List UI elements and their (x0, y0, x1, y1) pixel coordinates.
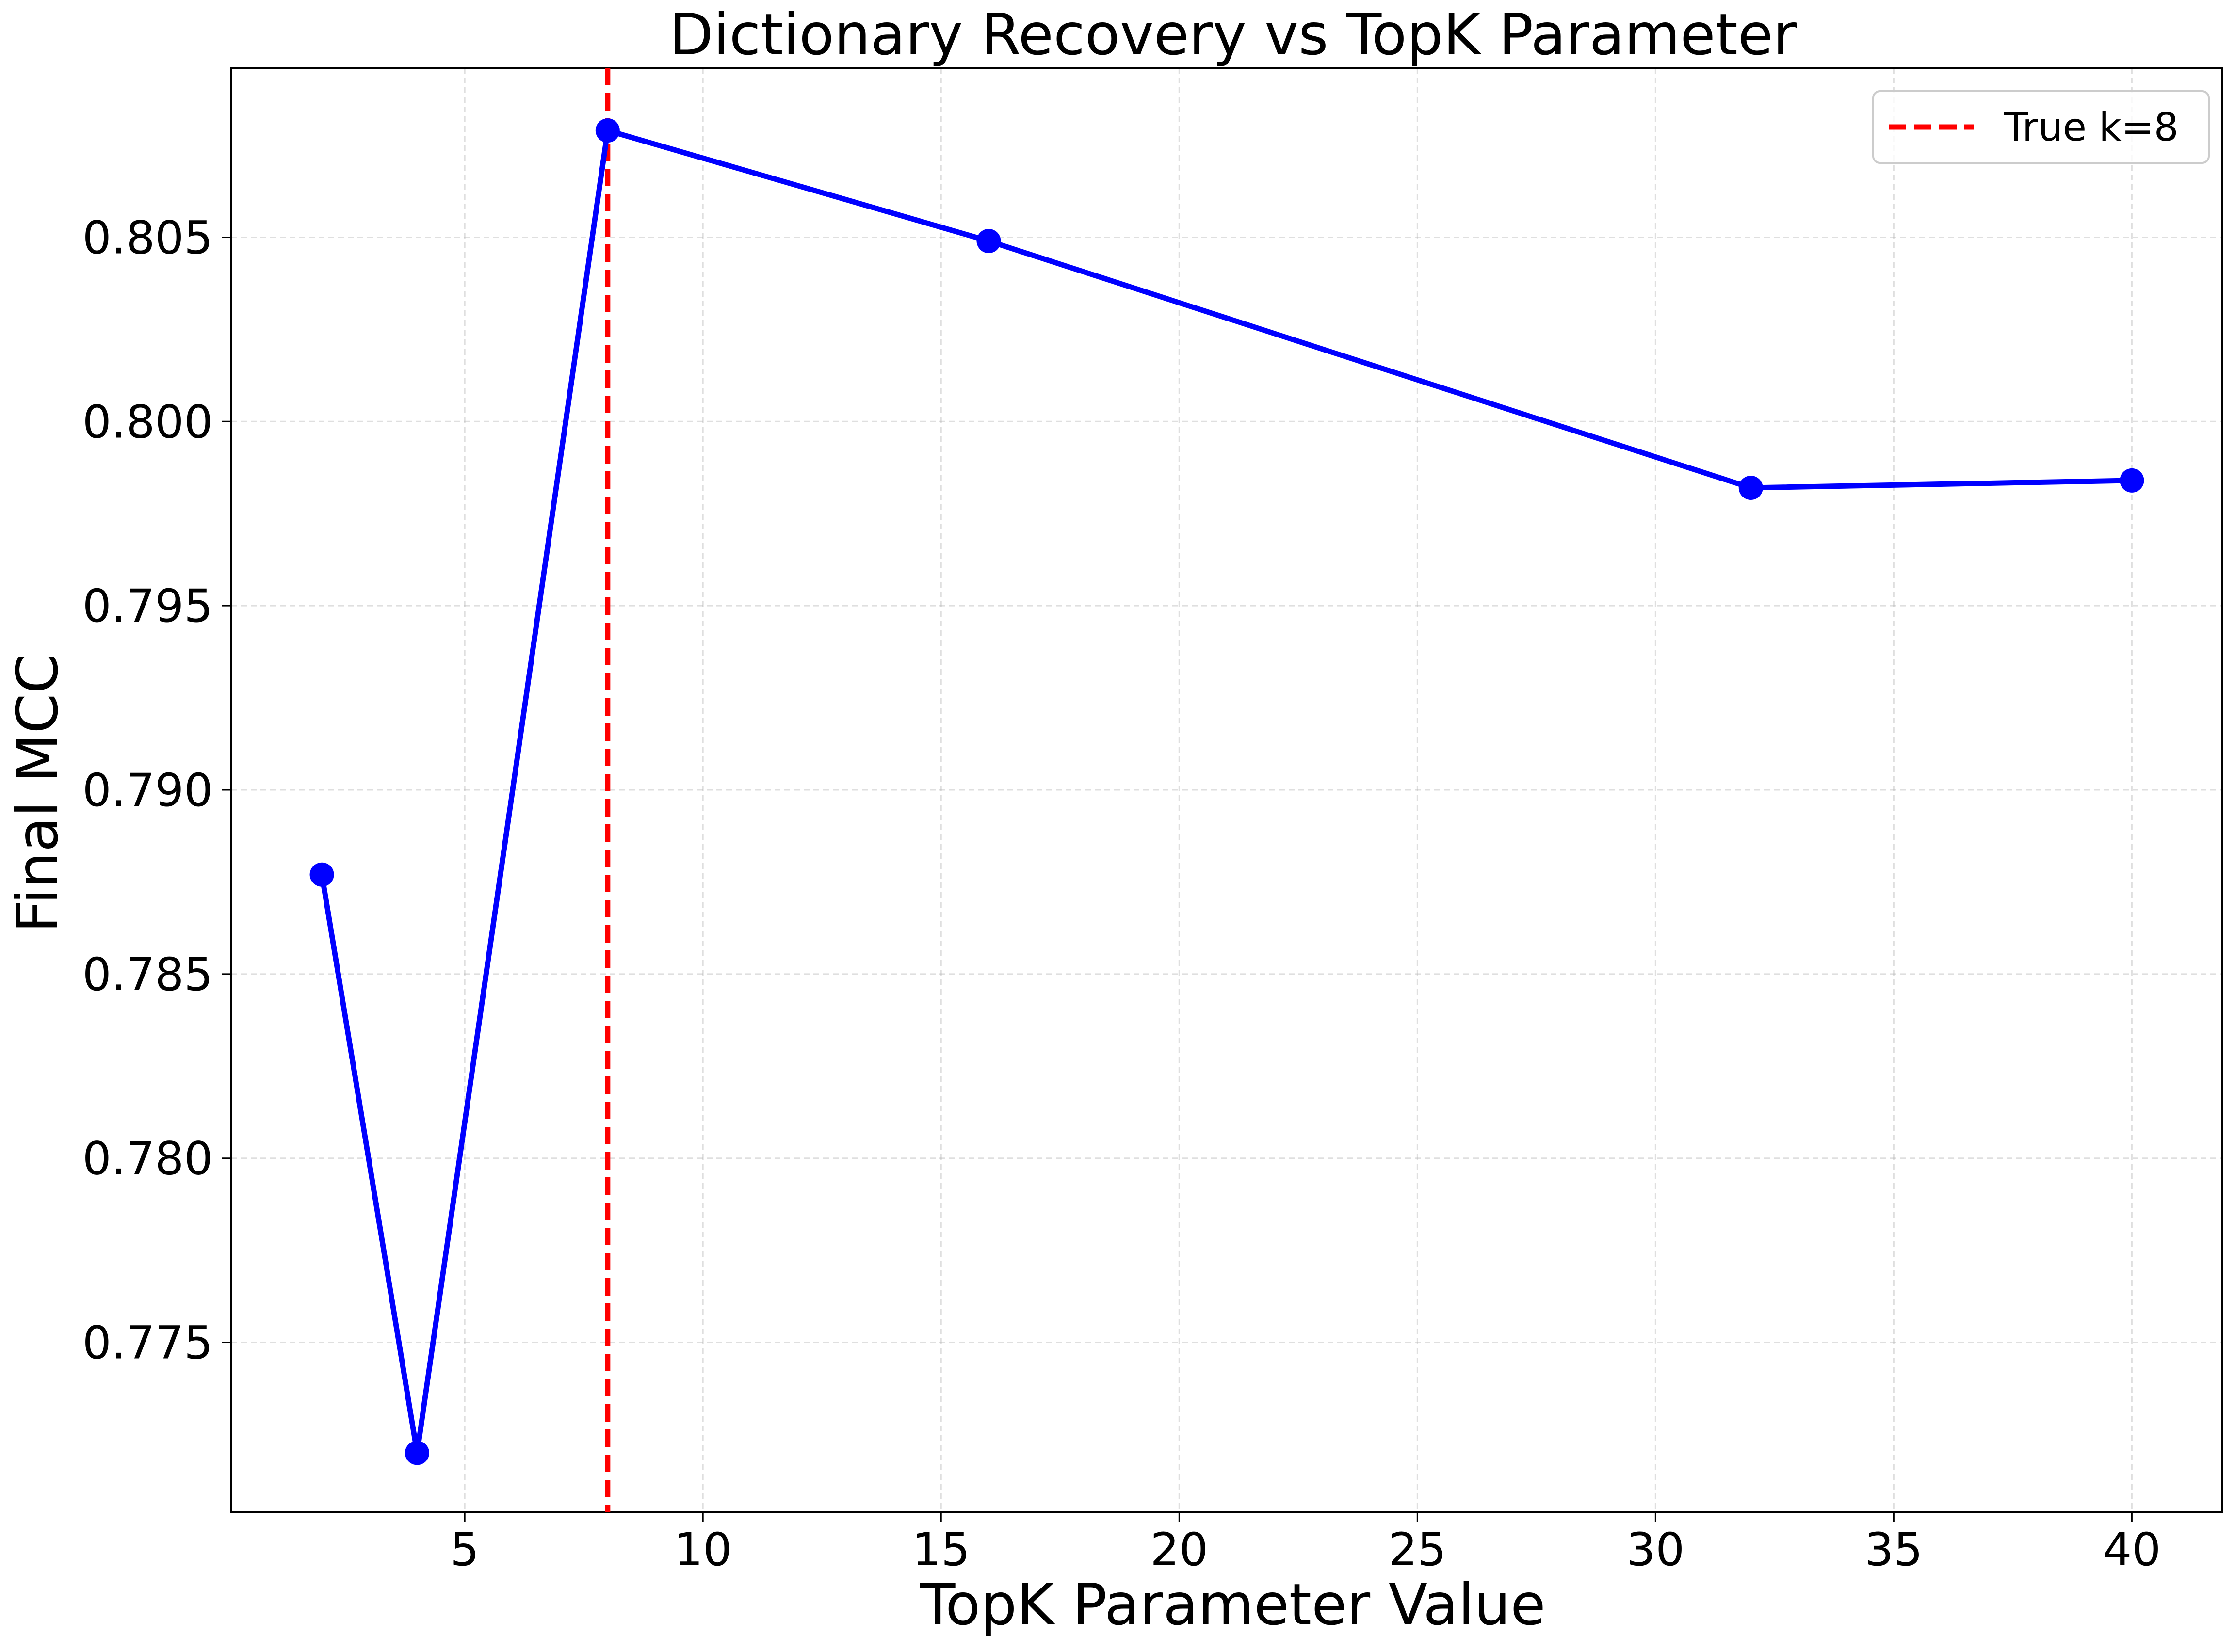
series-line (319, 128, 2135, 1456)
plot-area (309, 68, 2144, 1512)
y-tick-label: 0.780 (82, 1133, 213, 1186)
y-tick-label: 0.785 (82, 948, 213, 1001)
x-tick-label: 30 (1627, 1524, 1685, 1576)
data-point (2120, 468, 2144, 493)
x-axis-label: TopK Parameter Value (920, 1571, 1545, 1638)
x-tick-label: 25 (1389, 1524, 1447, 1576)
data-point (595, 118, 620, 143)
y-tick-label: 0.795 (82, 580, 213, 633)
x-tick-label: 35 (1865, 1524, 1923, 1576)
x-tick-label: 15 (912, 1524, 970, 1576)
x-tick-label: 40 (2103, 1524, 2161, 1576)
x-tick-label: 20 (1150, 1524, 1208, 1576)
data-point (1738, 476, 1763, 500)
data-point (309, 862, 334, 887)
y-tick-label: 0.805 (82, 211, 213, 264)
chart-title: Dictionary Recovery vs TopK Parameter (669, 1, 1797, 68)
y-tick-label: 0.790 (82, 764, 213, 817)
data-point (976, 229, 1001, 254)
legend: True k=8 (1872, 90, 2210, 164)
y-tick-label: 0.775 (82, 1317, 213, 1370)
y-tick-label: 0.800 (82, 396, 213, 449)
x-tick-label: 10 (674, 1524, 732, 1576)
data-point (405, 1441, 430, 1465)
legend-box (1872, 90, 2210, 164)
y-axis-label: Final MCC (4, 654, 71, 933)
x-tick-label: 5 (450, 1524, 479, 1576)
legend-label: True k=8 (2004, 105, 2179, 150)
axes: 5 10 15 20 25 30 35 40 0.775 0.780 0.785 0.790 0.795… (82, 67, 2223, 1576)
